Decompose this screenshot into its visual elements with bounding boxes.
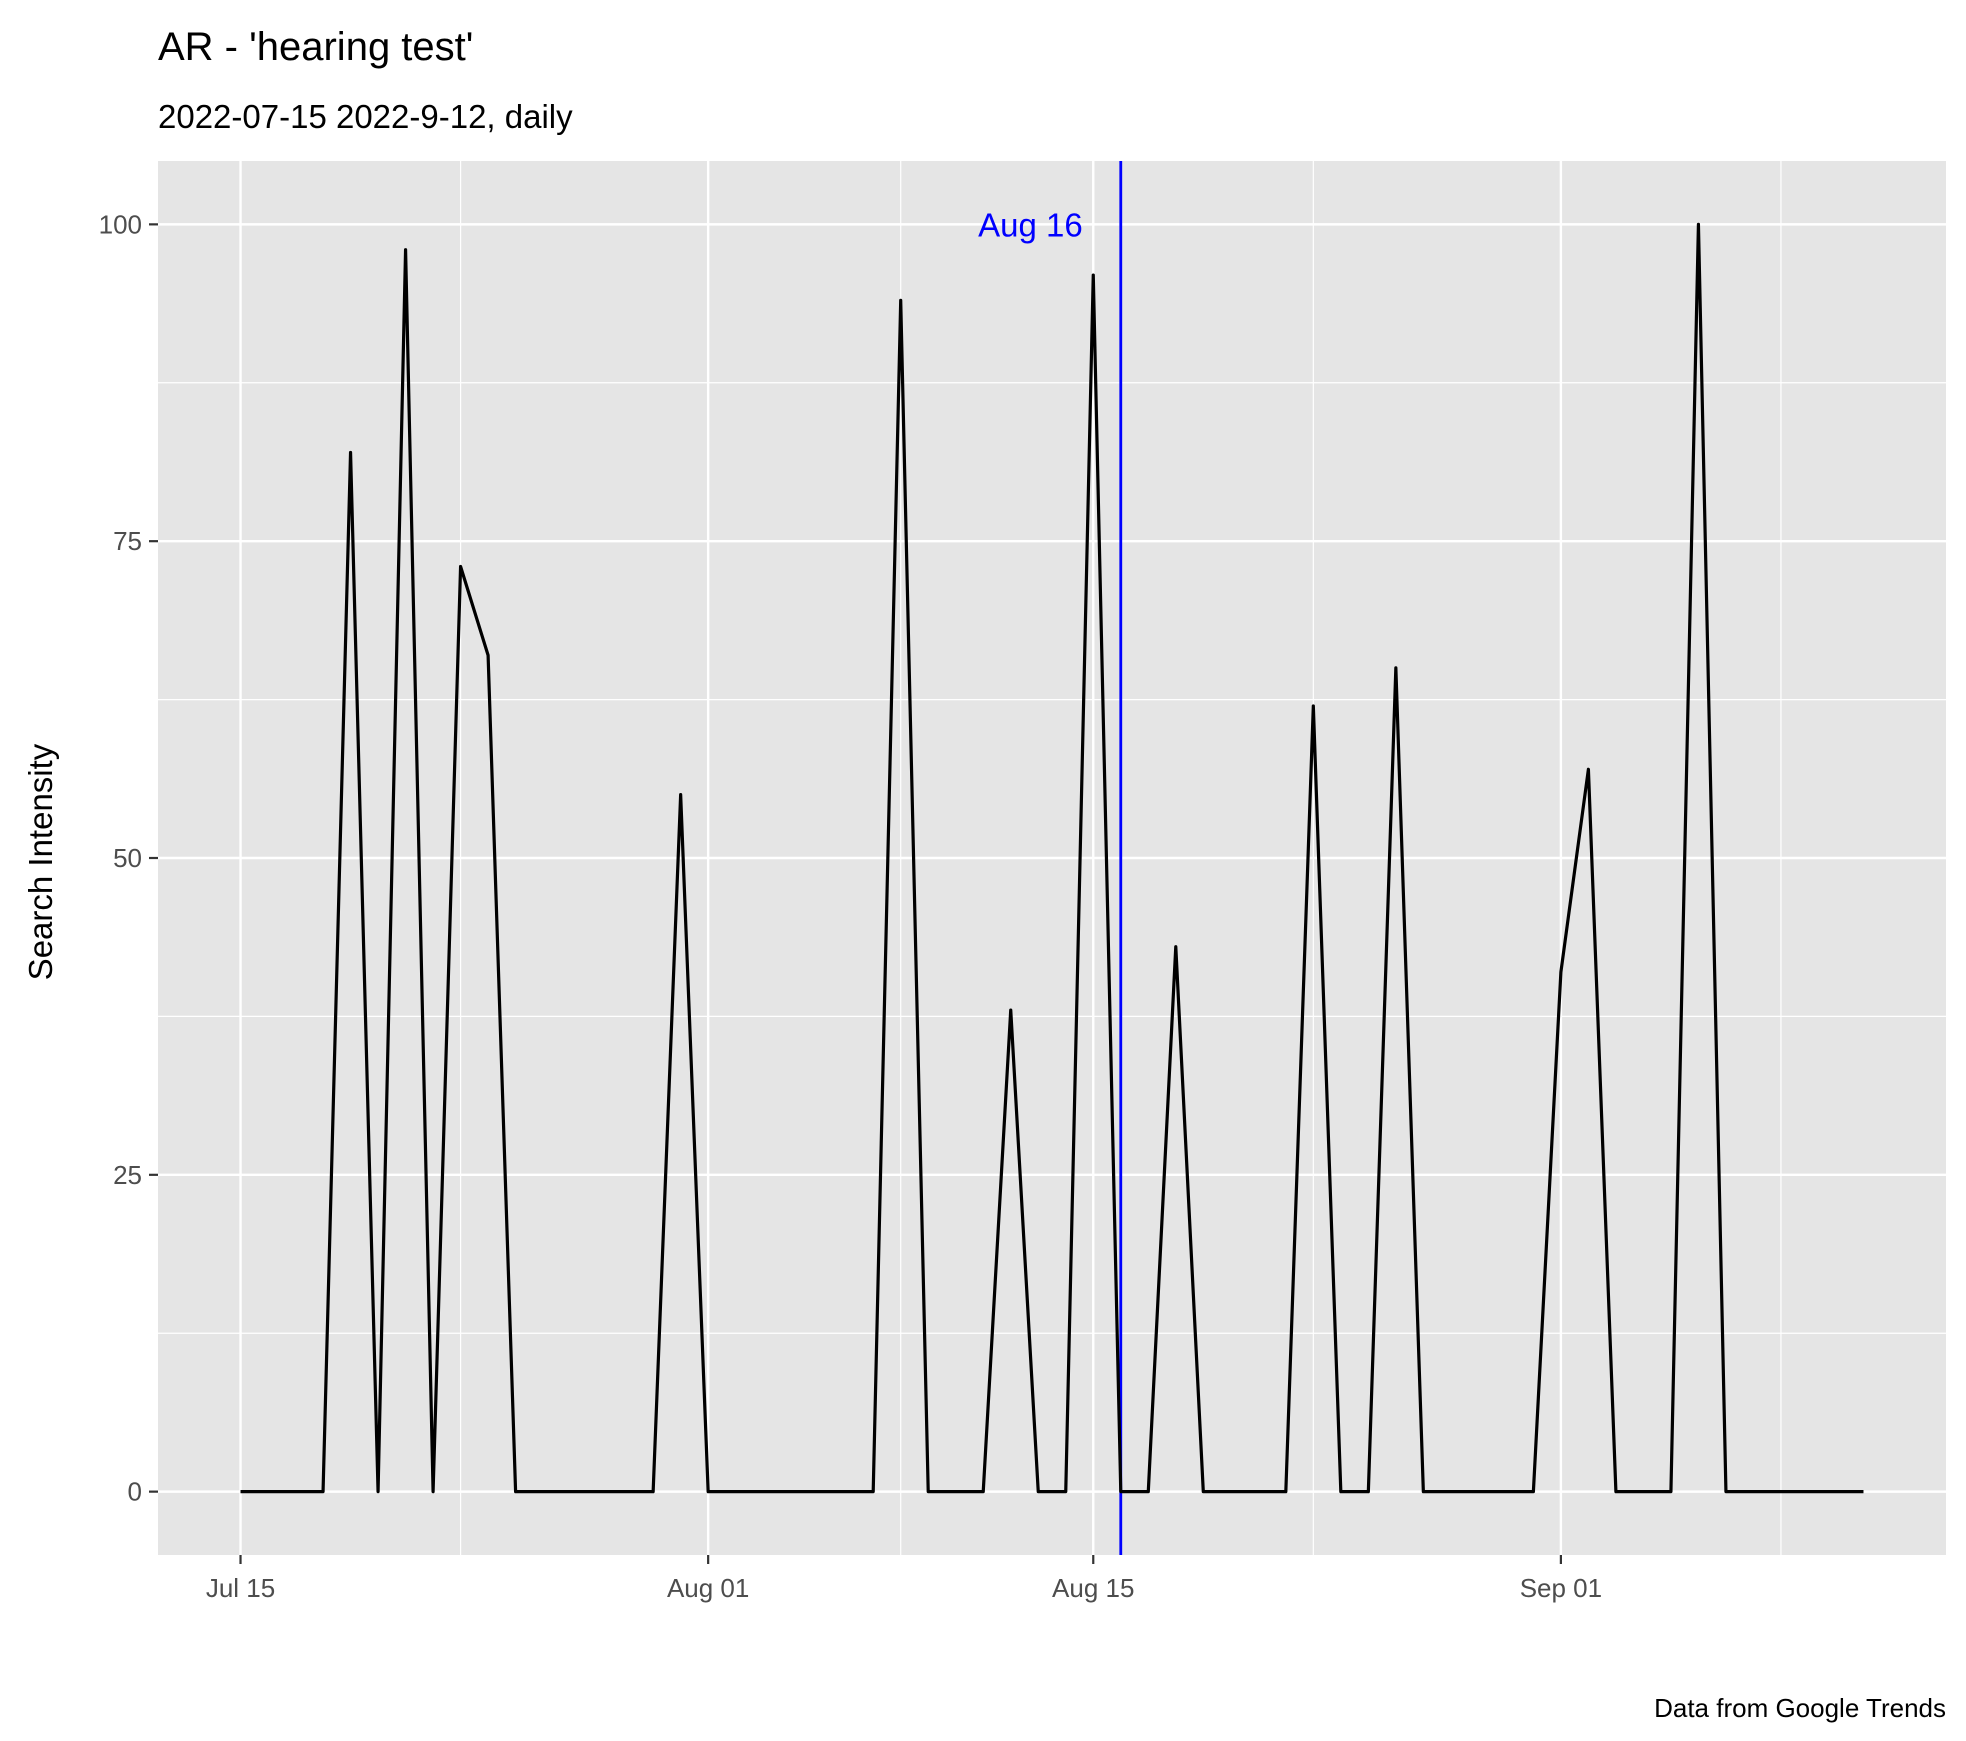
annotations: Aug 16 [978, 161, 1123, 1555]
y-tick-label: 75 [113, 526, 142, 556]
x-tick-label: Jul 15 [206, 1573, 275, 1603]
x-tick-label: Sep 01 [1520, 1573, 1602, 1603]
series-lines [240, 222, 1864, 1494]
y-tick-label: 50 [113, 843, 142, 873]
chart-subtitle: 2022-07-15 2022-9-12, daily [158, 98, 573, 135]
y-axis-title: Search Intensity [22, 743, 59, 980]
chart-caption: Data from Google Trends [1654, 1693, 1946, 1723]
x-tick-label: Aug 15 [1052, 1573, 1134, 1603]
annotation-label: Aug 16 [978, 206, 1083, 243]
series-line [240, 222, 1864, 1494]
y-axis: 0 25 50 75 100 [99, 209, 158, 1507]
major-gridlines [158, 161, 1946, 1555]
x-tick-label: Aug 01 [667, 1573, 749, 1603]
y-tick-label: 0 [128, 1477, 142, 1507]
chart-title: AR - 'hearing test' [158, 25, 473, 69]
x-axis: Jul 15 Aug 01 Aug 15 Sep 01 [206, 1555, 1602, 1603]
y-tick-label: 100 [99, 209, 142, 239]
y-tick-label: 25 [113, 1160, 142, 1190]
